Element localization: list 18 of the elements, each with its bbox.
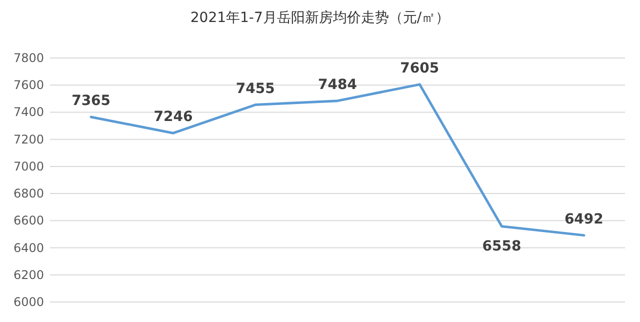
data-label: 7605 <box>400 60 440 76</box>
y-tick-label: 6800 <box>13 186 44 201</box>
y-tick-label: 7000 <box>13 159 44 174</box>
y-tick-label: 6600 <box>13 214 44 228</box>
data-label: 7484 <box>318 76 358 93</box>
title: 2021年1-7月岳阳新房均价走势（元/㎡） <box>190 10 450 26</box>
y-tick-label: 6000 <box>13 295 44 309</box>
y-tick-label: 6400 <box>13 240 44 255</box>
y-tick-label: 7400 <box>13 105 44 120</box>
y-tick-label: 7200 <box>13 132 44 146</box>
data-label: 7365 <box>72 92 111 109</box>
y-tick-label: 6200 <box>13 268 44 282</box>
data-label: 6558 <box>482 238 522 254</box>
data-label: 7455 <box>236 80 275 97</box>
y-tick-label: 7600 <box>13 78 44 92</box>
data-label: 6492 <box>564 211 604 228</box>
y-tick-label: 7800 <box>13 51 44 65</box>
data-label: 7246 <box>154 109 193 126</box>
